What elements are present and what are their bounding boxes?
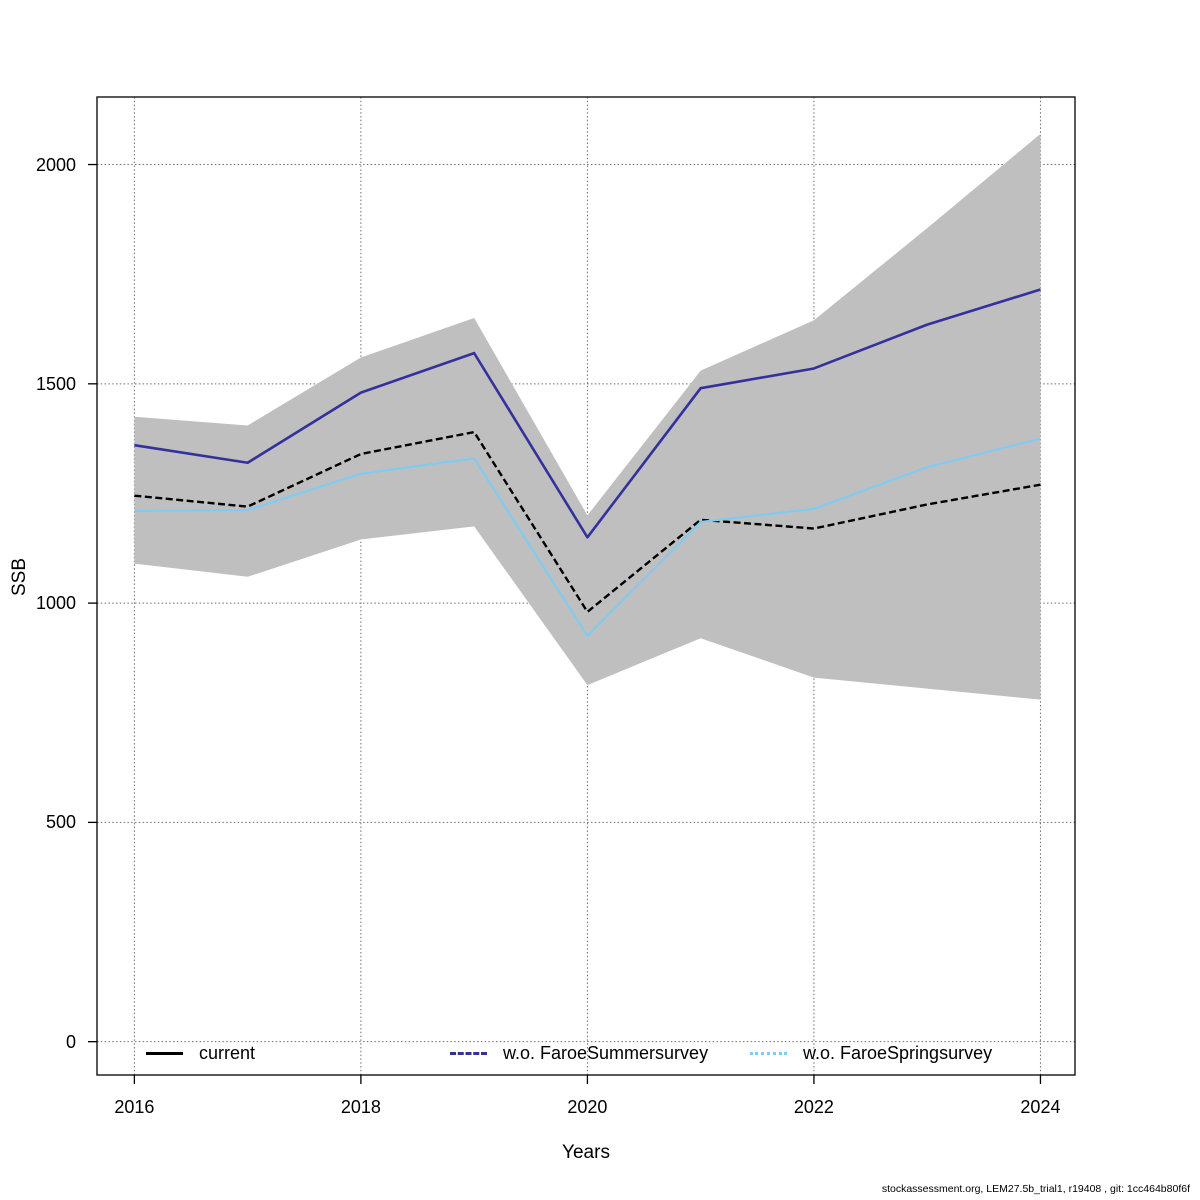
legend-line-swatch	[450, 1051, 487, 1055]
y-tick-label: 0	[65, 1031, 76, 1052]
legend-line-swatch	[146, 1051, 183, 1055]
y-tick-label: 500	[45, 812, 76, 833]
series-line-w-o-faroespringsurvey	[134, 437, 1041, 638]
x-axis-title: Years	[562, 1142, 610, 1163]
x-tick-label: 2016	[114, 1097, 155, 1117]
legend-item-w-o-faroespringsurvey: w.o. FaroeSpringsurvey	[750, 1041, 992, 1065]
legend-line-swatch	[750, 1051, 787, 1055]
series-line-current	[134, 430, 1041, 614]
x-tick-label: 2020	[567, 1097, 608, 1117]
y-axis-title: SSB	[9, 557, 30, 597]
plot-frame	[96, 96, 1076, 1076]
legend-item-w-o-faroesummersurvey: w.o. FaroeSummersurvey	[450, 1041, 708, 1065]
x-tick-label: 2018	[340, 1097, 381, 1117]
legend-label: w.o. FaroeSummersurvey	[503, 1042, 709, 1063]
y-tick-label: 2000	[35, 154, 76, 175]
legend-item-current: current	[146, 1041, 255, 1065]
y-tick-label: 1500	[35, 373, 76, 394]
footer-attribution: stockassessment.org, LEM27.5b_trial1, r1…	[881, 1183, 1190, 1195]
x-tick-label: 2022	[793, 1097, 834, 1117]
y-tick-label: 1000	[35, 593, 76, 614]
x-tick-label: 2024	[1020, 1097, 1061, 1117]
legend-label: w.o. FaroeSpringsurvey	[803, 1042, 993, 1063]
series-line-w-o-faroesummersurvey	[134, 288, 1041, 539]
confidence-band	[134, 133, 1041, 700]
legend-label: current	[199, 1042, 256, 1063]
